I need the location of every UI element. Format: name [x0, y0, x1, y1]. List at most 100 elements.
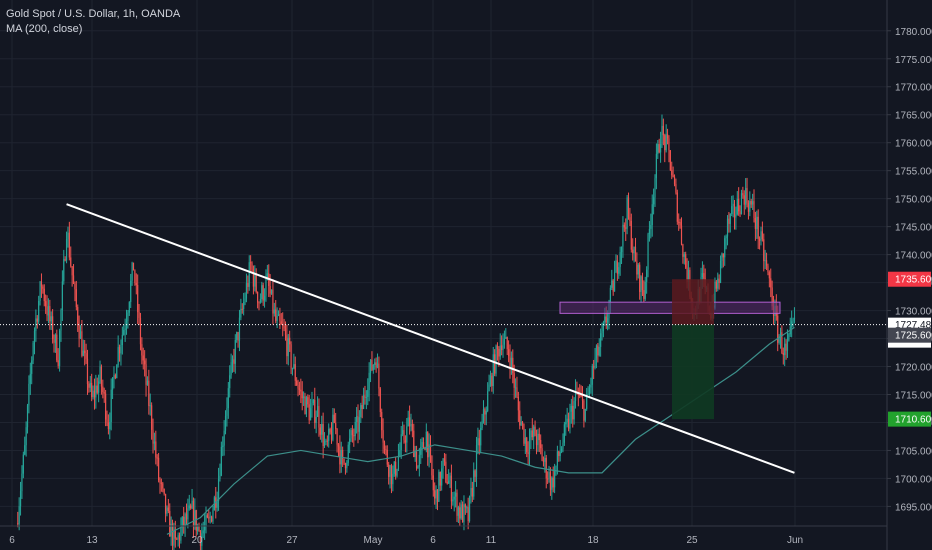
candle-body	[301, 391, 303, 399]
candle-body	[307, 397, 309, 405]
candle-body	[392, 473, 394, 485]
stop-loss-zone[interactable]	[672, 279, 714, 325]
candle-body	[180, 527, 182, 541]
candle-body	[445, 461, 447, 483]
candle-body	[309, 408, 312, 421]
candle-body	[538, 433, 540, 441]
candle-body	[304, 396, 306, 415]
candle-body	[308, 404, 310, 421]
candle-body	[386, 450, 388, 465]
candle-body	[354, 421, 356, 437]
candle-body	[343, 458, 345, 464]
candle-body	[439, 471, 441, 486]
candle-body	[620, 246, 623, 253]
candle-body	[491, 375, 493, 387]
trendline[interactable]	[66, 203, 795, 474]
candle-body	[220, 446, 222, 476]
candle-body	[701, 273, 704, 278]
resistance-zone[interactable]	[559, 301, 781, 314]
candle-body	[407, 417, 409, 427]
candle-body	[42, 286, 44, 289]
candle-body	[489, 375, 492, 385]
candle-body	[717, 278, 719, 289]
candle-body	[671, 170, 673, 176]
take-profit-zone[interactable]	[672, 324, 714, 420]
candle-body	[31, 360, 33, 374]
candle-body	[574, 391, 577, 402]
candle-body	[166, 507, 168, 514]
candle-body	[488, 384, 490, 392]
candle-body	[65, 239, 68, 261]
candle-body	[46, 306, 48, 316]
candle-body	[68, 232, 70, 258]
candle-body	[157, 457, 160, 481]
candle-body	[177, 535, 179, 540]
candle-body	[107, 422, 109, 430]
candle-body	[619, 252, 621, 268]
candle-body	[597, 345, 599, 356]
candle-body	[431, 456, 433, 476]
candle-body	[669, 150, 671, 171]
candle-body	[601, 331, 603, 334]
candle-body	[332, 414, 334, 440]
candle-body	[408, 417, 411, 427]
candle-body	[650, 225, 652, 229]
candle-body	[562, 442, 564, 449]
candle-body	[417, 466, 419, 469]
candle-body	[19, 491, 22, 507]
candle-body	[284, 328, 287, 336]
candle-body	[746, 188, 748, 203]
candle-body	[60, 310, 62, 331]
candle-body	[187, 508, 189, 520]
candle-body	[124, 328, 126, 330]
candle-body	[199, 531, 202, 546]
candle-body	[756, 216, 758, 229]
candle-body	[527, 452, 529, 455]
candle-body	[258, 302, 260, 304]
candle-body	[245, 283, 248, 299]
candle-body	[367, 390, 369, 397]
candle-body	[495, 345, 497, 374]
candle-body	[459, 507, 461, 519]
drawings[interactable]	[0, 203, 887, 474]
candle-body	[298, 388, 301, 390]
candle-body	[422, 442, 425, 449]
candle-body	[503, 338, 506, 345]
candle-body	[294, 364, 296, 381]
candle-body	[326, 440, 328, 442]
candle-body	[103, 392, 105, 394]
candle-body	[388, 464, 390, 477]
candle-body	[389, 465, 391, 477]
candle-body	[330, 432, 333, 440]
candle-body	[572, 405, 574, 420]
candle-body	[149, 405, 151, 407]
candle-body	[471, 488, 473, 497]
candle-body	[641, 276, 644, 291]
candle-body	[505, 337, 507, 339]
candle-body	[276, 315, 278, 321]
candle-body	[411, 423, 413, 431]
candle-body	[61, 281, 63, 311]
candle-body	[144, 360, 146, 365]
candle-body	[241, 308, 243, 310]
candle-body	[40, 281, 43, 287]
candle-body	[523, 423, 525, 444]
candle-body	[648, 228, 651, 235]
candle-body	[138, 312, 140, 318]
candle-body	[581, 396, 584, 401]
candle-body	[137, 284, 139, 313]
candle-body	[243, 302, 245, 309]
price-tick-label: 1720.000	[895, 363, 932, 374]
candle-body	[79, 331, 82, 339]
candle-body	[322, 424, 324, 447]
candle-body	[162, 483, 164, 489]
candle-body	[637, 264, 639, 275]
candle-body	[721, 253, 723, 261]
candle-body	[362, 395, 365, 410]
candle-body	[26, 405, 29, 428]
candle-body	[365, 396, 367, 398]
candle-body	[549, 472, 552, 490]
candle-body	[393, 461, 395, 474]
candle-body	[613, 272, 616, 292]
